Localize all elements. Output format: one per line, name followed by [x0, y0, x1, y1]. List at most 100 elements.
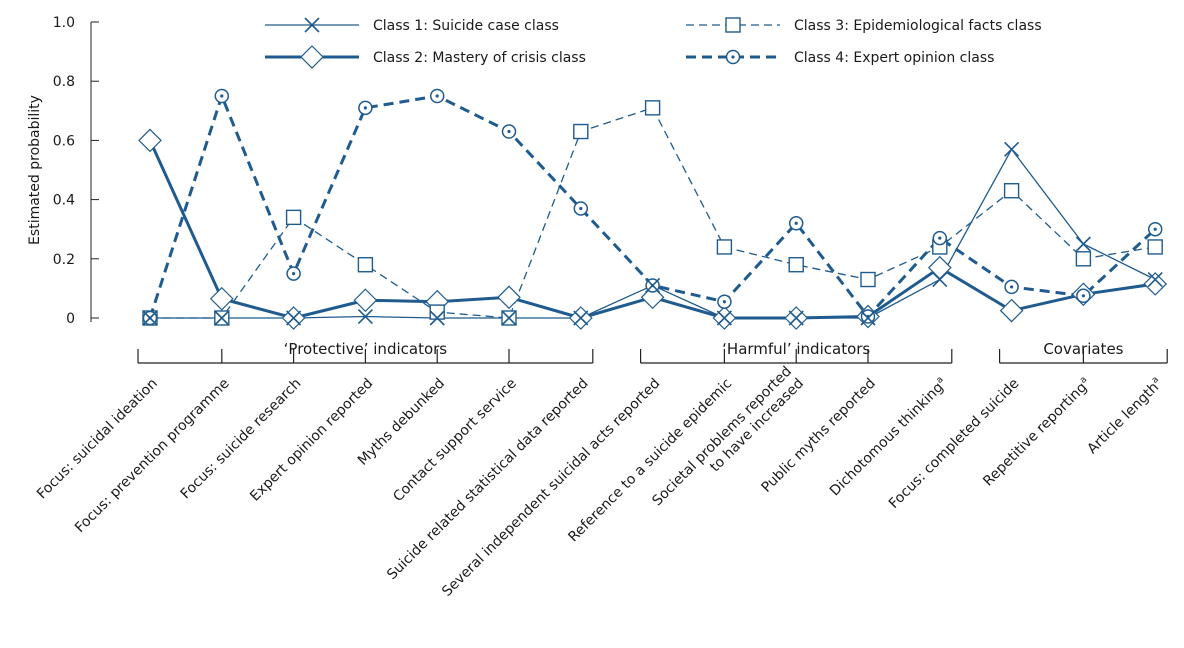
data-point [357, 257, 374, 273]
data-point [573, 123, 589, 140]
data-point [1004, 279, 1019, 295]
category-superscript: a [935, 375, 946, 386]
series-markers-2 [138, 128, 1168, 330]
category-label-line: Focus: suicidal ideation [34, 376, 161, 503]
data-point [717, 294, 732, 309]
legend-entry-2: Class 2: Mastery of crisis class [265, 45, 586, 69]
data-point [286, 266, 301, 281]
data-point [429, 88, 445, 104]
data-point [214, 88, 230, 104]
data-point [138, 128, 162, 153]
data-point [788, 257, 804, 273]
data-point [357, 308, 373, 325]
category-label: Focus: suicide research [178, 376, 305, 503]
data-point-dot [435, 94, 439, 98]
data-point [501, 124, 517, 139]
data-point [725, 49, 741, 65]
data-point-dot [220, 94, 224, 98]
data-point [573, 201, 589, 216]
legend-label: Class 3: Epidemiological facts class [794, 18, 1042, 34]
category-label: Focus: completed suicide [886, 376, 1022, 512]
data-point [860, 271, 876, 288]
legend-label: Class 4: Expert opinion class [794, 50, 994, 66]
data-point [501, 310, 517, 326]
axes: 0 0.2 0.4 0.6 0.8 1.0 Estimated probability [27, 15, 99, 327]
data-point [358, 100, 373, 116]
data-point [725, 17, 741, 33]
data-point [1147, 221, 1163, 237]
data-point [999, 298, 1024, 323]
category-label: Focus: suicidal ideation [34, 376, 161, 503]
data-point [1003, 183, 1020, 199]
legend-entry-1: Class 1: Suicide case class [265, 17, 559, 34]
category-label-line: Focus: prevention programme [72, 376, 233, 537]
series-markers-1 [142, 141, 1163, 326]
data-point [1143, 272, 1168, 296]
data-point-dot [363, 106, 367, 110]
data-point [716, 310, 732, 326]
y-tick-label: 0.8 [53, 74, 75, 90]
data-point [860, 310, 876, 326]
data-point-dot [938, 236, 942, 240]
data-point-dot [794, 221, 798, 225]
group-label: ‘Protective’ indicators [284, 340, 448, 358]
category-label: Expert opinion reported [247, 376, 376, 505]
data-point [285, 209, 302, 226]
data-point-dot [579, 206, 583, 211]
series-line-3 [150, 107, 1156, 319]
legend-entry-4: Class 4: Expert opinion class [686, 49, 994, 66]
category-label: Dichotomous thinkinga [826, 375, 951, 500]
data-point-dot [507, 129, 511, 134]
data-point [286, 310, 302, 326]
group-label: ‘Harmful’ indicators [722, 340, 870, 358]
data-point [927, 255, 952, 280]
data-point [1147, 239, 1163, 255]
category-label-line: Contact support service [390, 376, 520, 506]
category-superscript: a [1078, 375, 1089, 386]
data-point [1076, 288, 1091, 304]
data-point-dot [292, 272, 296, 276]
legend-entry-3: Class 3: Epidemiological facts class [686, 17, 1042, 34]
data-point [1075, 251, 1092, 267]
group-label: Covariates [1043, 340, 1123, 358]
data-point [644, 100, 661, 116]
legend: Class 1: Suicide case class Class 2: Mast… [265, 17, 1042, 69]
data-point [716, 239, 733, 255]
y-tick-label: 0.4 [53, 193, 75, 209]
data-point [214, 310, 230, 326]
category-label-line: Expert opinion reported [247, 376, 376, 505]
indicator-groups: ‘Protective’ indicators ‘Harmful’ indicat… [137, 340, 1168, 364]
legend-label: Class 1: Suicide case class [373, 18, 559, 34]
y-tick-label: 0.2 [53, 252, 75, 268]
data-point [209, 286, 234, 311]
y-tick-label: 0 [66, 311, 75, 327]
series-plot-area [138, 88, 1168, 330]
data-point [353, 288, 378, 313]
category-label: Focus: prevention programme [72, 376, 233, 537]
data-point [932, 271, 948, 288]
data-point [932, 230, 948, 246]
data-point-dot [1153, 227, 1157, 231]
y-tick-label: 1.0 [53, 15, 75, 31]
category-label-line: Article length [1084, 379, 1162, 457]
legend-label: Class 2: Mastery of crisis class [373, 50, 586, 66]
category-label: Contact support service [390, 376, 520, 506]
data-point [429, 310, 445, 326]
data-point [1075, 236, 1091, 252]
data-point-dot [731, 55, 735, 59]
data-point-dot [722, 300, 727, 304]
data-point-dot [1010, 285, 1014, 289]
data-point [788, 310, 804, 326]
data-point [573, 310, 589, 326]
data-point-dot [1081, 294, 1085, 298]
data-point [788, 216, 804, 231]
series-markers-4 [142, 88, 1163, 326]
data-point [497, 285, 521, 310]
y-tick-label: 0.6 [53, 133, 75, 149]
category-label-line: Focus: completed suicide [886, 376, 1022, 512]
data-point [300, 45, 324, 69]
data-point [142, 310, 158, 326]
category-label-line: Focus: suicide research [178, 376, 305, 503]
